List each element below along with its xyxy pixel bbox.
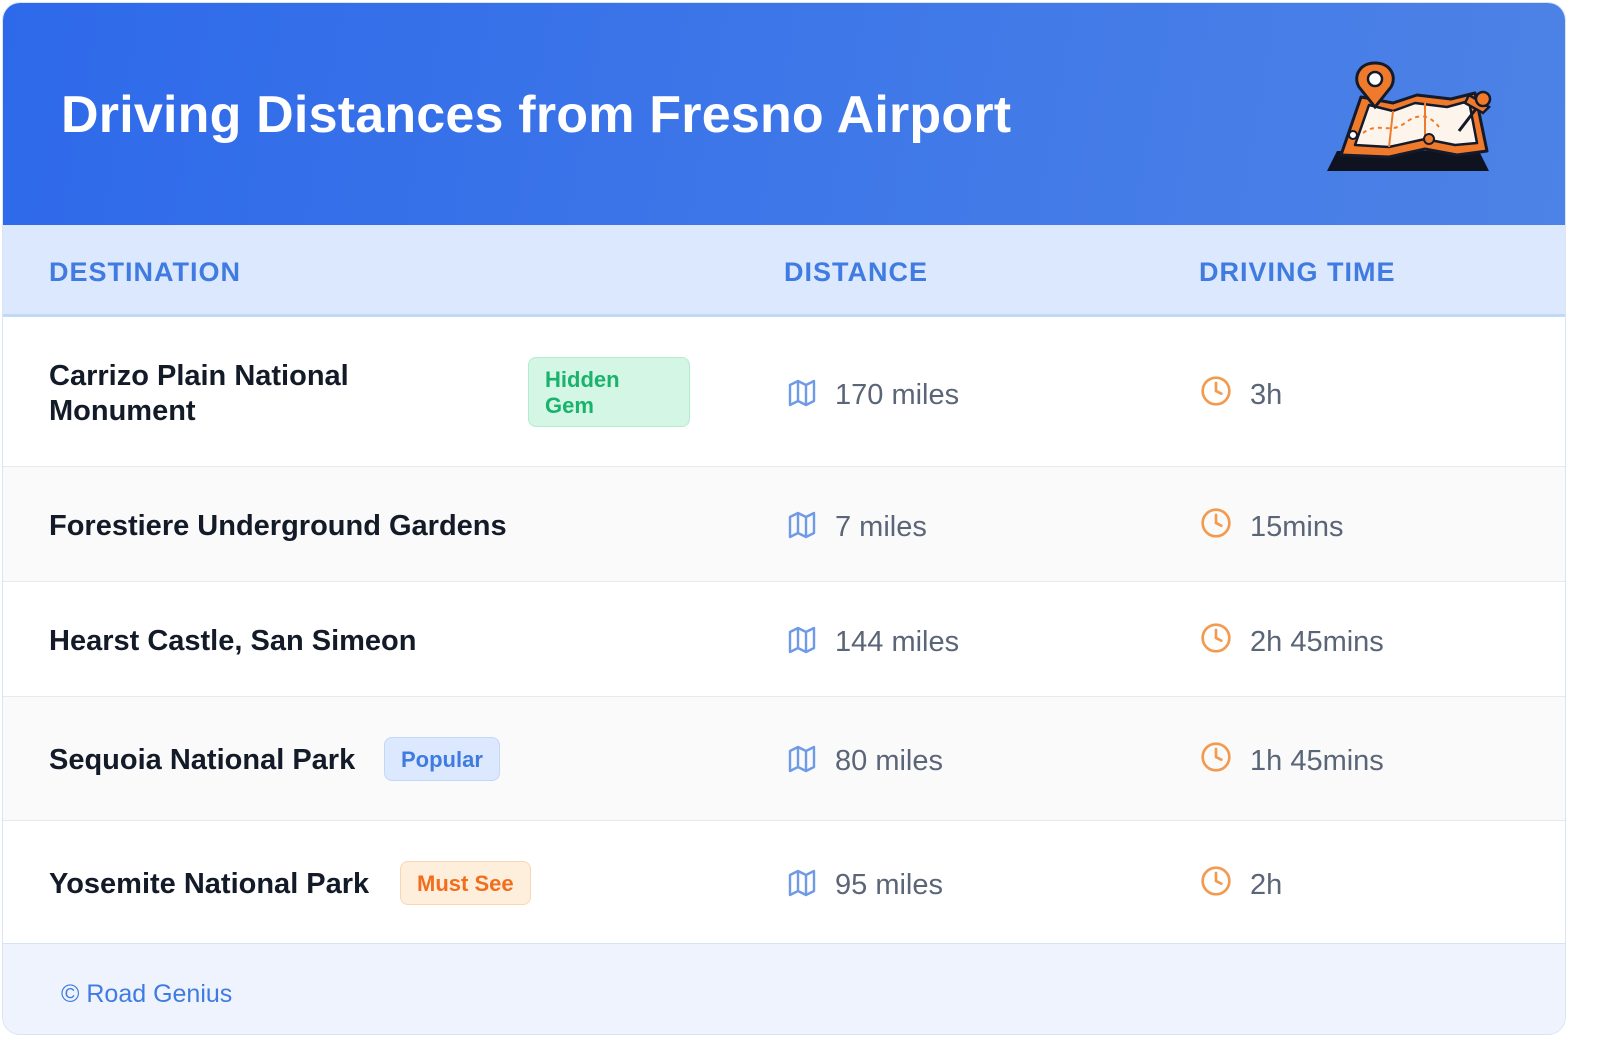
map-icon (788, 511, 816, 539)
distance-value: 95 miles (835, 869, 943, 901)
driving-time-value: 1h 45mins (1250, 745, 1384, 777)
must-see-badge: Must See (400, 861, 531, 905)
driving-time-value: 2h 45mins (1250, 626, 1384, 658)
copyright-credit: © Road Genius (61, 980, 233, 1008)
clock-icon (1201, 866, 1231, 896)
map-icon (788, 745, 816, 773)
distance-value: 170 miles (835, 379, 960, 411)
page-title: Driving Distances from Fresno Airport (61, 86, 1012, 144)
column-header-driving-time: DRIVING TIME (1199, 257, 1396, 287)
table-row: Sequoia National Park Popular 80 miles 1… (3, 697, 1565, 821)
column-header-destination: DESTINATION (49, 257, 241, 287)
table-row: Hearst Castle, San Simeon 144 miles 2h 4… (3, 582, 1565, 697)
table-row: Forestiere Underground Gardens 7 miles 1… (3, 467, 1565, 582)
popular-badge: Popular (384, 737, 500, 781)
distance-value: 80 miles (835, 745, 943, 777)
table-row: Carrizo Plain National Monument Hidden G… (3, 317, 1565, 467)
destination-name: Yosemite National Park (49, 868, 370, 900)
footer: © Road Genius (3, 943, 1565, 1034)
distance-value: 7 miles (835, 511, 927, 543)
destination-name: Carrizo Plain National Monument (49, 360, 349, 427)
map-icon (788, 626, 816, 654)
clock-icon (1201, 508, 1231, 538)
driving-time-value: 2h (1250, 869, 1283, 901)
clock-icon (1201, 623, 1231, 653)
destination-name: Sequoia National Park (49, 744, 356, 776)
driving-time-value: 3h (1250, 379, 1283, 411)
driving-time-value: 15mins (1250, 511, 1344, 543)
hidden-gem-badge: Hidden Gem (528, 357, 690, 427)
distance-value: 144 miles (835, 626, 960, 658)
clock-icon (1201, 742, 1231, 772)
table-row: Yosemite National Park Must See 95 miles… (3, 821, 1565, 943)
table-header: DESTINATION DISTANCE DRIVING TIME (3, 225, 1565, 317)
map-icon (788, 379, 816, 407)
clock-icon (1201, 376, 1231, 406)
map-with-pins-illustration (1327, 61, 1492, 171)
destination-name: Forestiere Underground Gardens (49, 510, 507, 542)
column-header-distance: DISTANCE (784, 257, 929, 287)
distance-card: Driving Distances from Fresno Airport DE… (2, 2, 1566, 1035)
map-icon (788, 869, 816, 897)
header: Driving Distances from Fresno Airport (3, 3, 1565, 225)
destination-name: Hearst Castle, San Simeon (49, 625, 417, 657)
